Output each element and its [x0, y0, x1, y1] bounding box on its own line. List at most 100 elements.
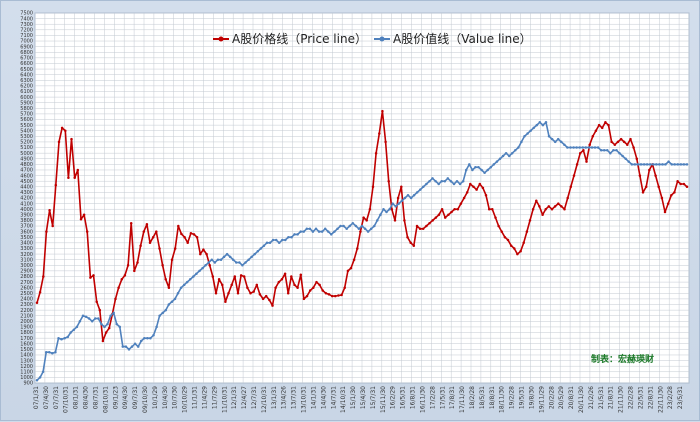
price-point — [600, 126, 604, 130]
price-point — [302, 297, 306, 301]
value-point — [369, 227, 373, 231]
x-tick-label: 21/11/30 — [618, 386, 625, 413]
price-point — [57, 140, 61, 144]
value-point — [109, 314, 112, 317]
price-point — [362, 216, 365, 219]
y-tick-label: 3000 — [20, 263, 33, 269]
x-tick-label: 16/8/31 — [410, 386, 417, 409]
price-point — [393, 219, 397, 222]
value-point — [268, 241, 272, 245]
price-point — [447, 213, 450, 217]
price-point — [481, 186, 485, 190]
price-point — [566, 196, 569, 200]
value-point — [351, 221, 355, 225]
x-tick-label: 07/7/31 — [53, 386, 60, 409]
x-tick-label: 08/4/30 — [83, 386, 90, 409]
price-point — [626, 143, 629, 146]
y-tick-label: 2800 — [20, 274, 33, 280]
x-tick-label: 13/1/31 — [271, 386, 278, 409]
value-point — [244, 261, 247, 264]
y-tick-label: 2500 — [20, 291, 33, 297]
price-point — [641, 191, 645, 194]
value-point — [489, 165, 493, 169]
price-point — [412, 244, 416, 247]
value-point — [486, 168, 489, 172]
price-point — [221, 283, 224, 287]
value-point — [685, 163, 689, 166]
price-point — [67, 176, 70, 180]
price-point — [139, 244, 142, 247]
value-point — [87, 317, 91, 320]
price-point — [293, 283, 296, 287]
x-tick-label: 20/11/30 — [578, 386, 585, 413]
price-point — [101, 339, 105, 343]
price-point — [252, 290, 255, 293]
value-point — [667, 160, 670, 163]
value-point — [618, 151, 621, 155]
value-point — [290, 235, 293, 239]
value-point — [185, 280, 189, 284]
x-tick-label: 13/7/31 — [291, 386, 298, 409]
x-tick-label: 10/7/30 — [172, 386, 179, 409]
y-tick-label: 5200 — [20, 140, 33, 146]
value-point — [94, 317, 97, 320]
value-point — [434, 179, 437, 183]
value-point — [633, 163, 637, 166]
price-point — [415, 224, 419, 228]
value-point — [468, 163, 471, 166]
value-point — [121, 345, 125, 348]
y-tick-label: 3500 — [20, 235, 33, 241]
value-point — [440, 179, 443, 183]
value-point — [391, 202, 394, 205]
x-tick-label: 08/7/31 — [92, 386, 99, 409]
price-point — [607, 123, 610, 127]
price-point — [327, 293, 331, 296]
value-point — [428, 179, 431, 183]
value-point — [216, 258, 220, 261]
value-point — [443, 179, 447, 183]
value-point — [584, 146, 588, 149]
value-point — [431, 177, 434, 180]
value-point — [615, 149, 618, 152]
value-point — [575, 146, 578, 149]
x-tick-label: 11/4/29 — [201, 386, 208, 409]
x-tick-label: 09/4/30 — [122, 386, 129, 409]
value-point — [127, 348, 131, 351]
value-point — [265, 241, 269, 245]
x-tick-label: 14/10/31 — [340, 386, 347, 413]
price-point — [133, 269, 136, 273]
price-point — [312, 286, 315, 289]
price-point — [95, 300, 98, 303]
price-point — [45, 230, 48, 233]
x-tick-label: 22/5/31 — [637, 386, 644, 409]
y-tick-label: 3200 — [20, 252, 33, 258]
price-point — [575, 163, 579, 166]
price-point — [434, 216, 438, 219]
price-point — [654, 174, 657, 177]
price-point — [409, 241, 412, 245]
value-point — [412, 193, 416, 197]
price-point — [629, 137, 632, 141]
value-point — [189, 278, 192, 281]
value-point — [167, 303, 171, 306]
value-point — [317, 230, 321, 233]
price-point — [431, 219, 434, 222]
price-point — [387, 179, 390, 183]
price-point — [211, 275, 215, 278]
price-point — [632, 146, 635, 149]
value-point — [400, 199, 404, 203]
x-tick-label: 09/7/31 — [132, 386, 139, 409]
price-point — [497, 224, 500, 228]
price-point — [541, 213, 544, 217]
value-point — [90, 320, 94, 323]
y-tick-label: 2400 — [20, 297, 33, 303]
x-axis-ticks: 07/1/31 07/4/30 07/7/31 07/10/31 08/1/31 08/4… — [33, 386, 684, 413]
price-point — [519, 250, 522, 253]
y-tick-label: 5300 — [20, 134, 33, 140]
price-point — [594, 129, 598, 132]
price-point — [622, 140, 626, 144]
y-tick-label: 5700 — [20, 112, 33, 118]
value-point — [422, 185, 425, 189]
value-point — [225, 252, 229, 256]
y-tick-label: 4100 — [20, 201, 33, 207]
